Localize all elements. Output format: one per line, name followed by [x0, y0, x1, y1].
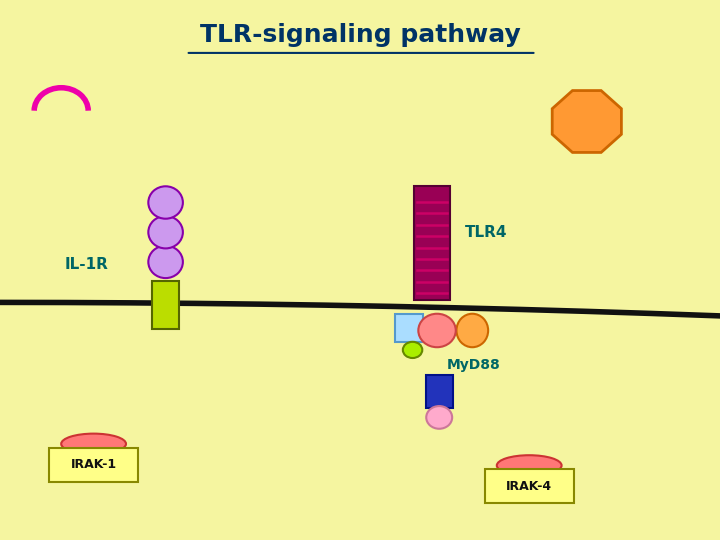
Ellipse shape — [61, 434, 126, 454]
FancyBboxPatch shape — [414, 186, 450, 300]
Ellipse shape — [402, 342, 422, 358]
Ellipse shape — [148, 186, 183, 219]
Ellipse shape — [456, 314, 488, 347]
Polygon shape — [552, 91, 621, 152]
Text: TLR-signaling pathway: TLR-signaling pathway — [199, 23, 521, 47]
Text: IL-1R: IL-1R — [65, 257, 108, 272]
Text: MyD88: MyD88 — [447, 357, 500, 372]
Text: IRAK-4: IRAK-4 — [506, 480, 552, 493]
FancyBboxPatch shape — [395, 314, 423, 342]
FancyBboxPatch shape — [485, 469, 574, 503]
Ellipse shape — [426, 406, 452, 429]
Ellipse shape — [497, 455, 562, 476]
Text: TLR4: TLR4 — [464, 225, 508, 240]
FancyBboxPatch shape — [426, 375, 453, 408]
FancyBboxPatch shape — [49, 448, 138, 482]
Ellipse shape — [418, 314, 456, 347]
Text: IRAK-1: IRAK-1 — [71, 458, 117, 471]
Ellipse shape — [148, 216, 183, 248]
FancyBboxPatch shape — [152, 281, 179, 329]
Ellipse shape — [148, 246, 183, 278]
